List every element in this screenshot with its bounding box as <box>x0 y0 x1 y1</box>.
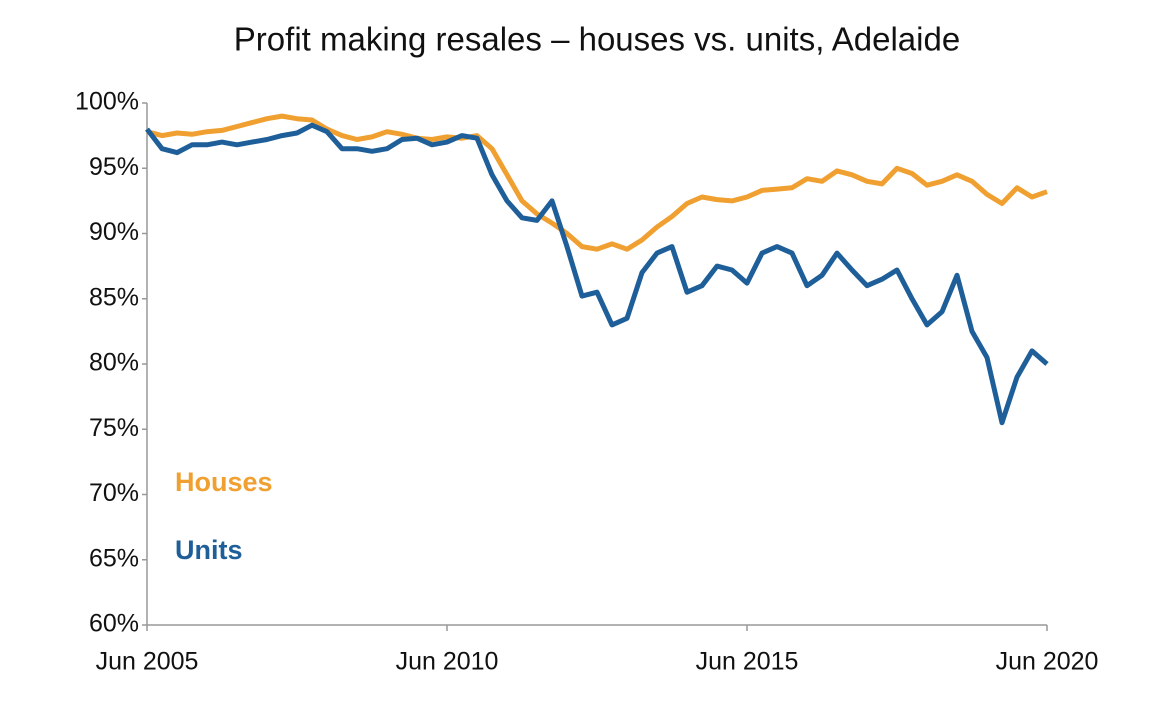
y-tick-label: 95% <box>89 153 139 181</box>
y-tick-label: 65% <box>89 544 139 572</box>
y-tick-label: 75% <box>89 414 139 442</box>
series-line <box>145 122 1049 426</box>
series-line <box>146 113 1048 252</box>
legend-label: Units <box>175 535 243 565</box>
y-tick-label: 85% <box>89 283 139 311</box>
y-tick-label: 70% <box>89 479 139 507</box>
y-tick-label: 100% <box>75 88 139 116</box>
legend-label: Houses <box>175 467 273 497</box>
y-tick-label: 80% <box>89 349 139 377</box>
x-tick-label: Jun 2010 <box>396 648 499 676</box>
x-tick-label: Jun 2015 <box>696 648 799 676</box>
x-tick-label: Jun 2005 <box>96 648 199 676</box>
chart-title: Profit making resales – houses vs. units… <box>234 21 960 58</box>
x-tick-label: Jun 2020 <box>996 648 1099 676</box>
y-tick-label: 90% <box>89 218 139 246</box>
y-tick-label: 60% <box>89 610 139 638</box>
